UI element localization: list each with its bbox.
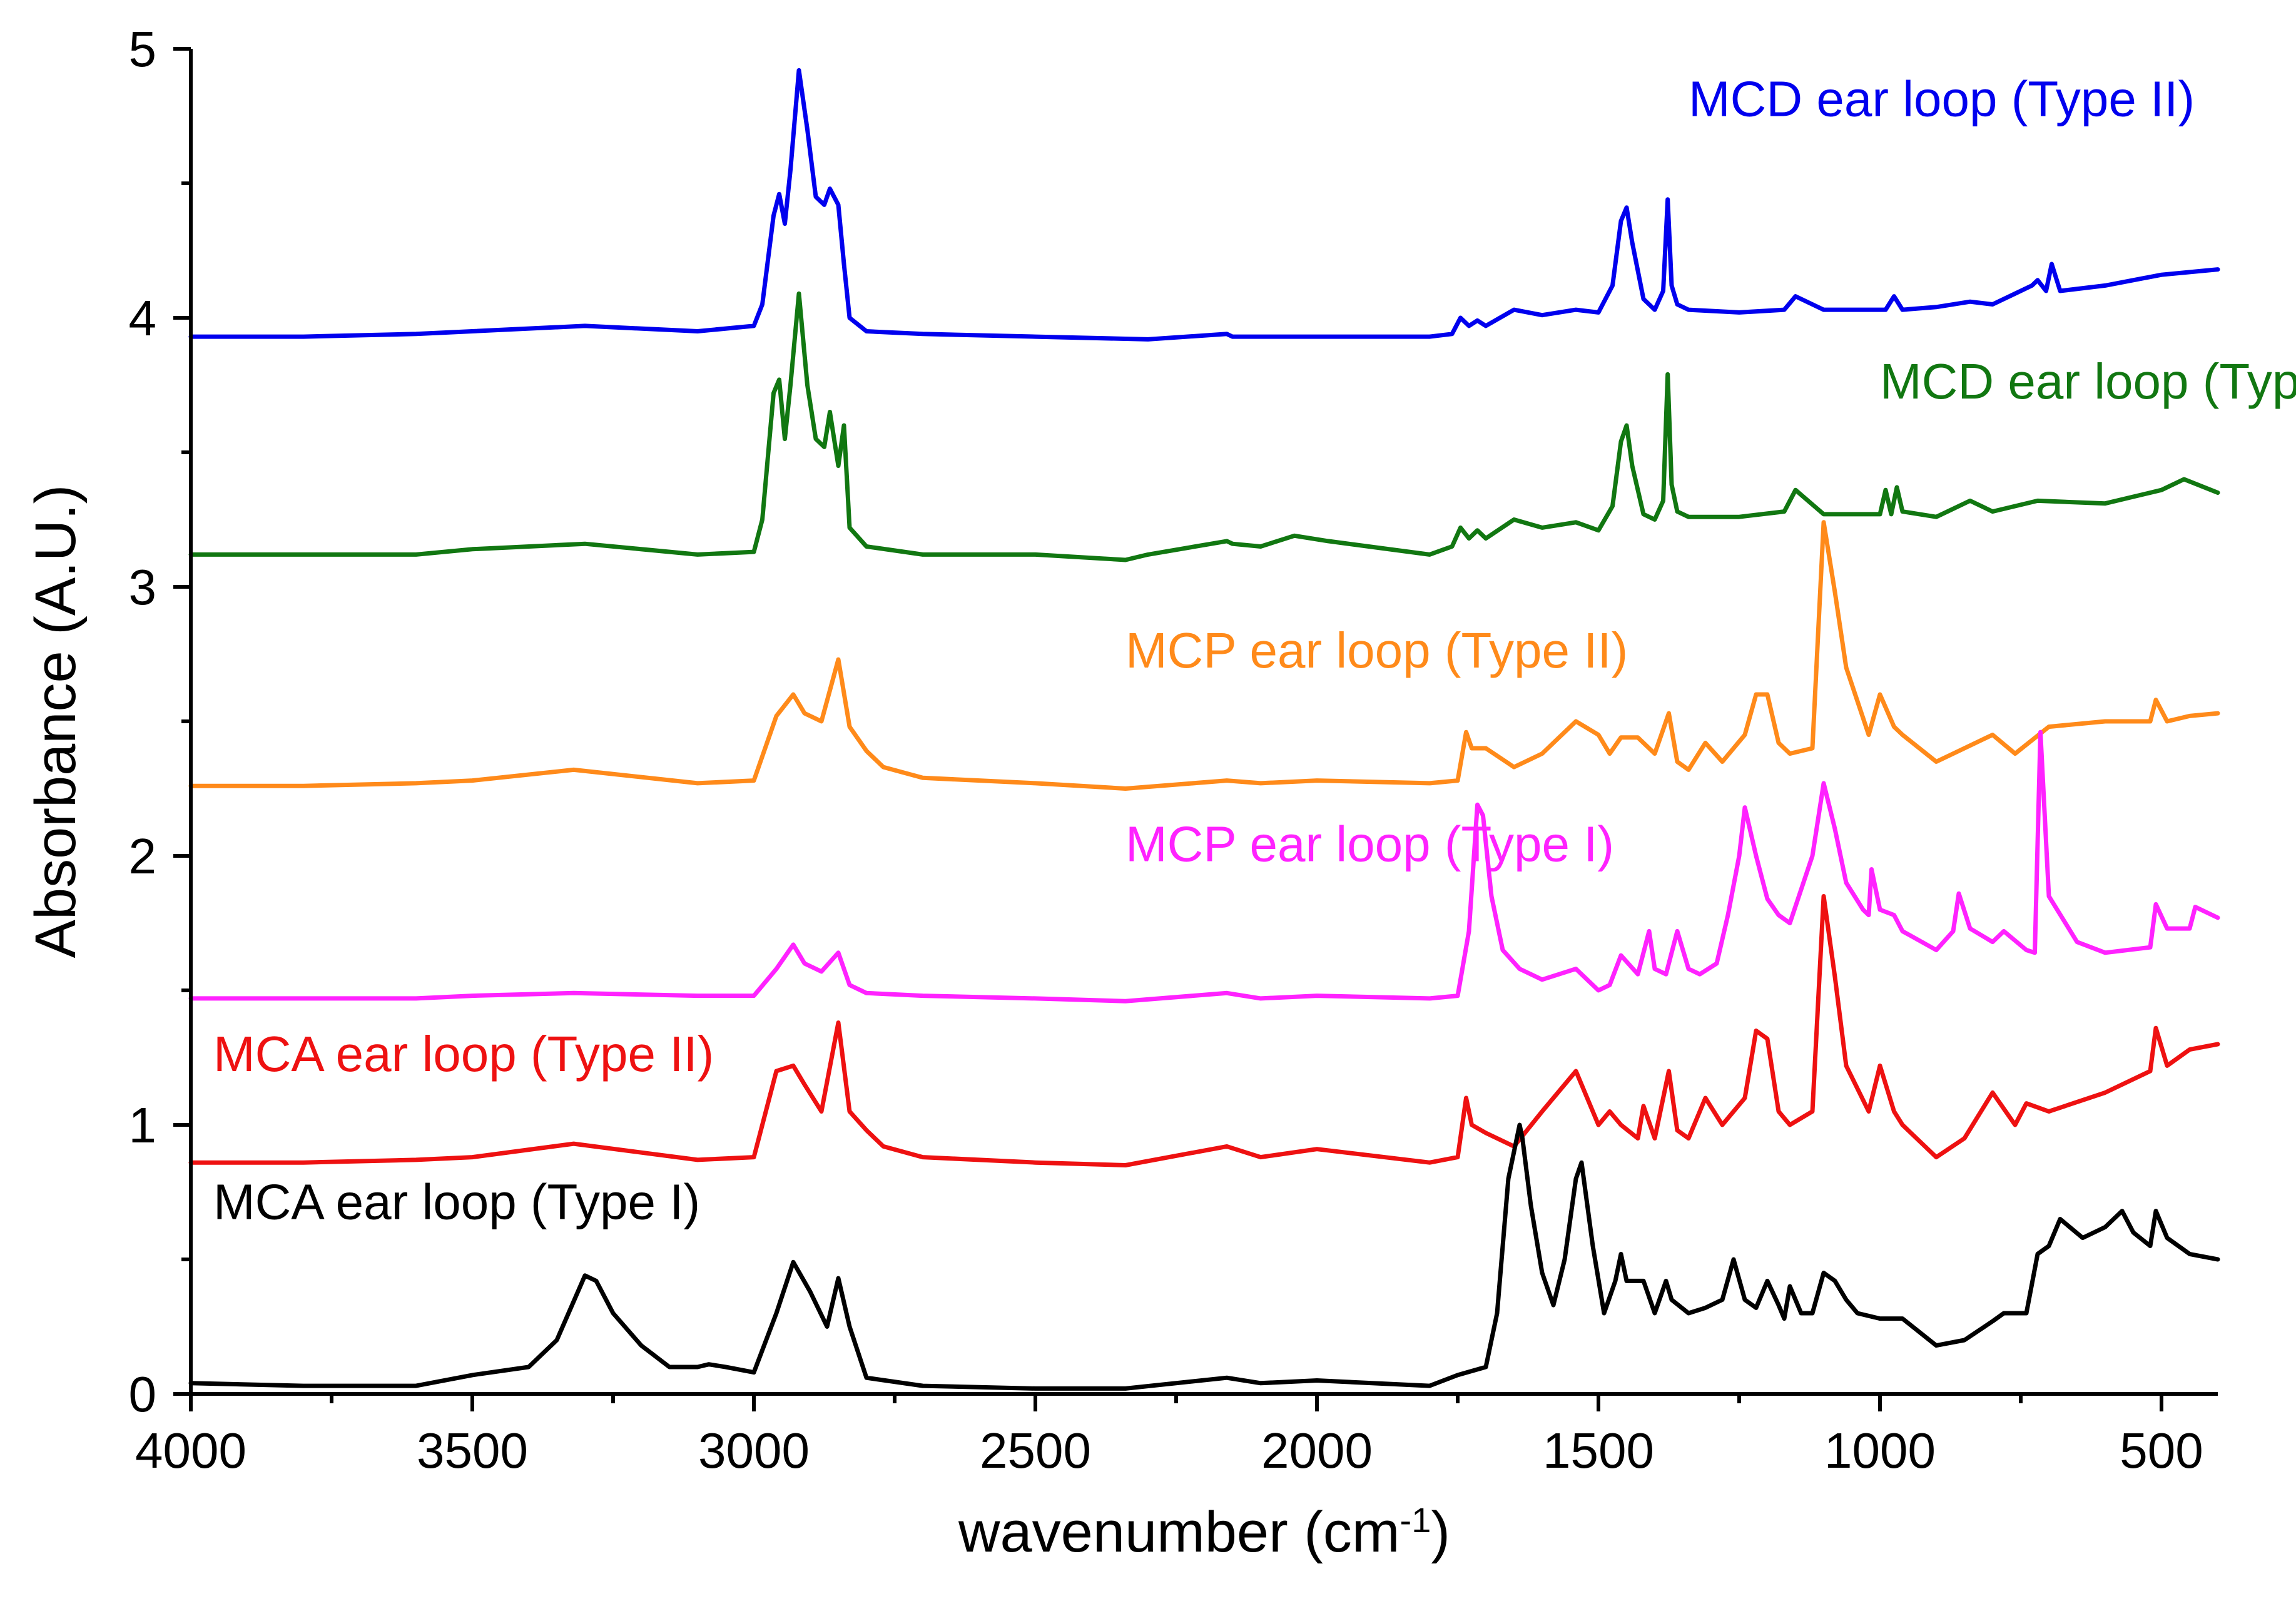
x-axis-title-sup: -1 [1400,1500,1431,1540]
y-tick-label: 1 [129,1097,157,1153]
x-tick-label: 4000 [135,1423,246,1478]
x-tick-label: 500 [2120,1423,2203,1478]
y-tick-label: 5 [129,21,157,77]
x-axis-title: wavenumber (cm-1) [958,1500,1450,1565]
series-label-mcp-ear-loop-type-i: MCP ear loop (Type I) [1125,816,1614,872]
series-label-mca-ear-loop-type-i: MCA ear loop (Type I) [213,1174,700,1230]
series-lines [188,68,2220,1391]
x-axis-title-main: wavenumber (cm [958,1500,1400,1564]
y-tick-label: 4 [129,290,157,346]
x-tick-label: 3500 [417,1423,528,1478]
series-line-mcp-ear-loop-type-i [188,729,2220,1004]
x-axis-title-end: ) [1431,1500,1450,1564]
x-tick-label: 2000 [1261,1423,1373,1478]
x-tick-label: 2500 [980,1423,1091,1478]
series-labels: MCD ear loop (Type II) MCD ear loop (Type… [213,71,2296,1230]
series-label-mca-ear-loop-type-ii: MCA ear loop (Type II) [213,1026,714,1082]
series-label-mcd-ear-loop-type-i: MCD ear loop (Type I) [1880,353,2296,409]
series-line-mcd-ear-loop-type-ii [188,68,2220,342]
x-tick-label: 1500 [1543,1423,1654,1478]
series-line-mcd-ear-loop-type-i [188,291,2220,562]
y-tick-label: 0 [129,1366,157,1422]
y-tick-label: 2 [129,828,157,884]
series-line-mcp-ear-loop-type-ii [188,520,2220,791]
ticks: 4000 3500 3000 2500 2000 1500 1000 500 0 1 2 3 4 5 [129,21,2203,1478]
y-tick-label: 3 [129,559,157,615]
series-line-mca-ear-loop-type-ii [188,894,2220,1167]
series-line-mca-ear-loop-type-i [188,1122,2220,1391]
series-label-mcp-ear-loop-type-ii: MCP ear loop (Type II) [1125,623,1628,678]
series-label-mcd-ear-loop-type-ii: MCD ear loop (Type II) [1689,71,2195,127]
y-axis-title: Absorbance (A.U.) [24,485,88,958]
x-tick-label: 1000 [1824,1423,1936,1478]
x-tick-label: 3000 [698,1423,810,1478]
